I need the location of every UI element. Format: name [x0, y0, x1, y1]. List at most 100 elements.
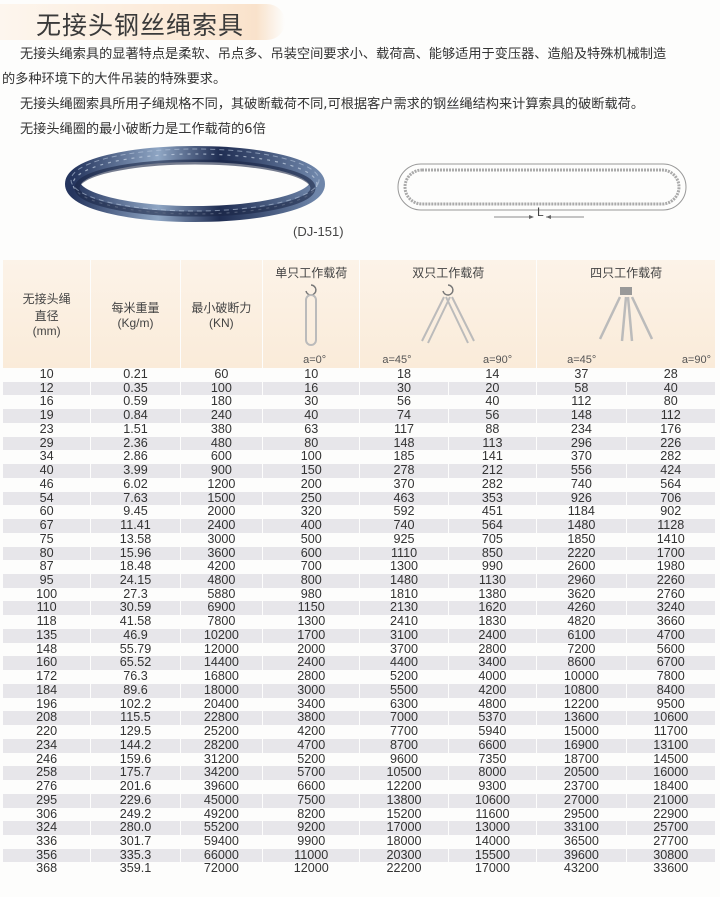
cell-double-45: 2130 — [360, 601, 448, 616]
cell-break-force: 1500 — [180, 491, 263, 506]
page-title: 无接头钢丝绳索具 — [36, 11, 245, 40]
cell-diameter: 29 — [3, 436, 91, 451]
cell-quad-90: 8400 — [626, 683, 715, 698]
cell-diameter: 95 — [3, 573, 91, 588]
cell-double-90: 1620 — [448, 601, 537, 616]
specification-table: 无接头绳 直径 (mm) 每米重量 (Kg/m) 最小破断力 (KN) 单只工作… — [2, 260, 716, 876]
cell-break-force: 1200 — [207, 476, 236, 491]
cell-double-90: 14 — [485, 367, 500, 381]
table-row: 368 359.1 72000 12000 22200 17000 43200 33600 — [3, 862, 715, 876]
intro-paragraph-2: 无接头绳圈索具所用子绳规格不同，其破断载荷不同,可根据客户需求的钢丝绳结构来计算… — [20, 97, 645, 112]
cell-single-0: 980 — [300, 586, 322, 601]
length-label: L — [537, 205, 544, 219]
cell-weight: 65.52 — [91, 656, 180, 671]
cell-quad-45: 20500 — [537, 766, 626, 781]
cell-diameter: 12 — [3, 381, 91, 396]
cell-quad-90: 176 — [660, 421, 682, 436]
cell-single-0: 9900 — [297, 833, 326, 848]
cell-double-90: 5370 — [448, 711, 537, 726]
cell-diameter: 118 — [36, 614, 57, 629]
cell-double-45: 463 — [360, 491, 448, 506]
table-row: 10 0.21 60 10 18 14 37 28 — [3, 367, 715, 382]
cell-weight: 15.96 — [91, 546, 180, 561]
cell-quad-45: 370 — [570, 449, 592, 464]
cell-double-45: 148 — [360, 436, 448, 451]
cell-quad-45: 23700 — [563, 779, 599, 794]
cell-weight: 129.5 — [119, 724, 152, 739]
table-row: 75 13.58 3000 500 925 705 1850 1410 — [3, 531, 715, 547]
cell-diameter: 46 — [39, 476, 54, 491]
cell-diameter: 160 — [3, 656, 91, 671]
cell-weight: 159.6 — [119, 751, 152, 766]
cell-single-0: 150 — [263, 463, 360, 478]
cell-quad-45: 2960 — [537, 573, 626, 588]
cell-quad-45: 7200 — [567, 641, 596, 656]
cell-weight: 2.86 — [123, 449, 148, 464]
cell-double-90: 705 — [481, 531, 503, 546]
cell-weight: 301.7 — [119, 833, 152, 848]
cell-single-0: 5700 — [263, 766, 360, 781]
cell-single-0: 1700 — [263, 628, 360, 643]
table-row: 196 102.2 20400 3400 6300 4800 12200 9500 — [3, 697, 715, 712]
cell-break-force: 10200 — [180, 628, 263, 643]
cell-single-0: 400 — [263, 518, 360, 533]
cell-single-0: 2800 — [297, 669, 326, 684]
header-quad-load: 四只工作载荷 a=45° a=90° — [537, 260, 715, 368]
cell-double-45: 185 — [393, 449, 415, 464]
cell-break-force: 4200 — [207, 559, 236, 574]
cell-double-45: 117 — [393, 421, 415, 436]
cell-break-force: 3600 — [180, 546, 263, 561]
angle-double-45: a=45° — [382, 354, 412, 366]
cell-quad-45: 58 — [537, 381, 626, 396]
table-row: 110 30.59 6900 1150 2130 1620 4260 3240 — [3, 601, 715, 616]
cell-double-90: 20 — [448, 381, 537, 396]
cell-diameter: 246 — [36, 751, 58, 766]
cell-weight: 3.99 — [91, 463, 180, 478]
table-row: 100 27.3 5880 980 1810 1380 3620 2760 — [3, 586, 715, 602]
cell-quad-90: 11700 — [653, 724, 688, 739]
cell-double-90: 4200 — [448, 683, 537, 698]
cell-single-0: 320 — [300, 504, 322, 519]
cell-quad-90: 1980 — [656, 559, 685, 574]
cell-quad-45: 4820 — [567, 614, 596, 629]
cell-double-45: 18000 — [386, 833, 422, 848]
cell-quad-90: 706 — [626, 491, 715, 506]
cell-single-0: 4700 — [263, 738, 360, 753]
cell-double-45: 8700 — [360, 738, 448, 753]
cell-double-45: 9600 — [390, 751, 419, 766]
cell-break-force: 2400 — [180, 518, 263, 533]
cell-diameter: 276 — [36, 779, 58, 794]
cell-diameter: 324 — [3, 820, 91, 835]
cell-double-90: 17000 — [474, 861, 510, 876]
header-weight: 每米重量 (Kg/m) — [91, 260, 180, 368]
cell-single-0: 100 — [300, 449, 322, 464]
cell-break-force: 4800 — [180, 573, 263, 588]
header-double-label: 双只工作载荷 — [412, 266, 485, 280]
cell-double-90: 282 — [481, 476, 503, 491]
cell-double-90: 56 — [448, 408, 537, 423]
table-row: 46 6.02 1200 200 370 282 740 564 — [3, 476, 715, 492]
cell-double-90: 353 — [448, 491, 537, 506]
table-row: 40 3.99 900 150 278 212 556 424 — [3, 463, 715, 478]
cell-diameter: 356 — [3, 848, 91, 863]
cell-break-force: 6900 — [180, 601, 263, 616]
cell-diameter: 184 — [3, 683, 91, 698]
cell-break-force: 12000 — [203, 641, 239, 656]
header-break-force: 最小破断力 (KN) — [180, 260, 263, 368]
cell-double-45: 1810 — [390, 586, 419, 601]
cell-diameter: 67 — [3, 518, 91, 533]
cell-quad-45: 10000 — [563, 669, 599, 684]
cell-diameter: 54 — [3, 491, 91, 506]
cell-weight: 11.41 — [91, 518, 180, 533]
cell-quad-45: 29500 — [563, 806, 599, 821]
cell-break-force: 66000 — [180, 848, 263, 863]
table-row: 220 129.5 25200 4200 7700 5940 15000 11700 — [3, 724, 715, 739]
cell-diameter: 208 — [3, 711, 91, 726]
cell-double-90: 6600 — [448, 738, 537, 753]
cell-single-0: 30 — [304, 394, 319, 409]
cell-double-45: 1300 — [390, 559, 419, 574]
cell-double-90: 88 — [485, 421, 500, 436]
table-row: 356 335.3 66000 11000 20300 15500 39600 30800 — [3, 848, 715, 863]
cell-quad-45: 1850 — [567, 531, 596, 546]
cell-diameter: 234 — [3, 738, 91, 753]
